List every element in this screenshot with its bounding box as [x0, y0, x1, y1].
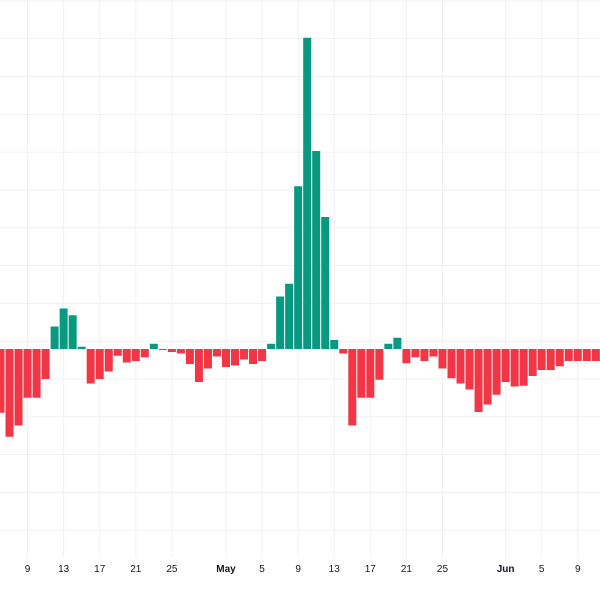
- histogram-bar: May 28: -5.4: [465, 349, 474, 390]
- histogram-bar: May 27: -4.6: [456, 349, 465, 384]
- histogram-bar: May 25: -2.6: [438, 349, 447, 369]
- histogram-bar: Apr 6: -8.5: [0, 349, 5, 413]
- histogram-bar: Jun 4: -3.6: [528, 349, 537, 376]
- histogram-bar: Apr 25: -0.4: [167, 349, 176, 352]
- histogram-bar: May 11: 26.4: [312, 151, 321, 349]
- histogram-bar: May 12: 17.6: [321, 217, 330, 349]
- histogram-bar: Jun 8: -1.6: [564, 349, 573, 361]
- histogram-bar: Apr 10: -6.5: [32, 349, 41, 398]
- histogram-bar: Apr 28: -4.4: [194, 349, 203, 382]
- histogram-bar: May 13: 1.2: [330, 340, 339, 349]
- histogram-bar: May 22: -1.1: [411, 349, 420, 358]
- histogram-bar: May 3: -1.4: [240, 349, 249, 360]
- histogram-bar: Apr 23: 0.7: [149, 343, 158, 349]
- histogram-bar: May 24: -1: [429, 349, 438, 357]
- histogram-bar: Apr 21: -1.6: [131, 349, 140, 361]
- x-tick-label: 13: [329, 564, 341, 575]
- grid-layer: [0, 0, 600, 558]
- histogram-bar: Apr 8: -10.2: [14, 349, 23, 426]
- histogram-bar: May 30: -7.4: [483, 349, 492, 405]
- histogram-bar: Apr 22: -1.1: [140, 349, 149, 358]
- histogram-bar: Jun 1: -4.4: [501, 349, 510, 382]
- histogram-bar: Apr 14: 4.5: [68, 315, 77, 349]
- histogram-bar: Apr 15: 0.3: [77, 346, 86, 349]
- x-tick-label: 25: [437, 564, 449, 575]
- x-tick-label: 13: [58, 564, 70, 575]
- histogram-bar: Jun 6: -2.8: [546, 349, 555, 370]
- histogram-bar: May 15: -10.2: [348, 349, 357, 426]
- histogram-bar: May 6: 0.7: [267, 343, 276, 349]
- x-tick-label: 5: [539, 564, 545, 575]
- histogram-bar: Apr 9: -6.5: [23, 349, 32, 398]
- histogram-bar: May 5: -1.6: [258, 349, 267, 361]
- x-axis: 9 13 17 21 25 May 5 9 13 17 21 25 Jun 5 9: [25, 564, 581, 575]
- histogram-bar: Apr 16: -4.6: [86, 349, 95, 384]
- histogram-bar: Apr 19: -0.9: [113, 349, 122, 356]
- histogram-bar: May 4: -2: [249, 349, 258, 364]
- histogram-bar: Apr 17: -4: [95, 349, 104, 379]
- x-tick-label: 9: [25, 564, 31, 575]
- histogram-bar: May 8: 8.7: [285, 283, 294, 349]
- histogram-bar: May 29: -8.4: [474, 349, 483, 412]
- histogram-bar: Jun 9: -1.6: [573, 349, 582, 361]
- x-tick-label: 21: [130, 564, 142, 575]
- histogram-bar: May 2: -2.2: [231, 349, 240, 366]
- x-tick-label: 5: [259, 564, 265, 575]
- histogram-bar: Apr 11: -4: [41, 349, 50, 379]
- x-tick-label: 17: [365, 564, 377, 575]
- histogram-bar: Apr 18: -3: [104, 349, 113, 372]
- histogram-bar: Apr 20: -1.8: [122, 349, 131, 363]
- x-tick-label: Jun: [497, 564, 515, 575]
- histogram-bar: Apr 24: -0.1: [158, 349, 167, 350]
- x-tick-label: May: [216, 564, 236, 575]
- histogram-bar: Jun 3: -4.9: [519, 349, 528, 386]
- x-tick-label: 25: [166, 564, 178, 575]
- histogram-bar: May 14: -0.6: [339, 349, 348, 354]
- histogram-bar: May 9: 21.7: [294, 186, 303, 349]
- histogram-bar: Apr 12: 3: [50, 326, 59, 349]
- histogram-bar: May 20: 1.5: [393, 337, 402, 349]
- histogram-bar: Jun 10: -1.6: [582, 349, 591, 361]
- x-tick-label: 21: [401, 564, 413, 575]
- histogram-bar: Apr 30: -1: [212, 349, 221, 357]
- histogram-bar: May 10: 41.5: [303, 37, 312, 349]
- histogram-bar: Jun 5: -2.8: [537, 349, 546, 370]
- histogram-bar: Jun 11: -1.6: [591, 349, 600, 361]
- histogram-bar: May 19: 0.7: [384, 343, 393, 349]
- histogram-bar: May 21: -1.9: [402, 349, 411, 364]
- histogram-bar: May 1: -2.4: [222, 349, 230, 367]
- histogram-bar: May 23: -1.6: [420, 349, 429, 361]
- histogram-bar: May 31: -6.1: [492, 349, 501, 395]
- histogram-bar: May 17: -6.5: [366, 349, 375, 398]
- histogram-bar: Apr 13: 5.4: [59, 308, 68, 349]
- histogram-bar: Apr 7: -11.7: [5, 349, 14, 437]
- x-tick-label: 9: [295, 564, 301, 575]
- x-tick-label: 17: [94, 564, 106, 575]
- histogram-bar: May 7: 7: [276, 296, 285, 349]
- histogram-bar: Jun 7: -2.3: [555, 349, 564, 367]
- histogram-bar: Apr 29: -2.6: [203, 349, 212, 369]
- histogram-bar: Apr 27: -2: [185, 349, 194, 364]
- histogram-bar: May 26: -3.9: [447, 349, 456, 379]
- histogram-bar: May 18: -4.1: [375, 349, 384, 380]
- histogram-bar: Jun 2: -5: [510, 349, 519, 387]
- bars-layer: Apr 6: -8.5Apr 7: -11.7Apr 8: -10.2Apr 9…: [0, 37, 600, 437]
- histogram-bar: May 16: -6.5: [357, 349, 366, 398]
- histogram-bar: Apr 26: -0.6: [176, 349, 185, 354]
- x-tick-label: 9: [575, 564, 581, 575]
